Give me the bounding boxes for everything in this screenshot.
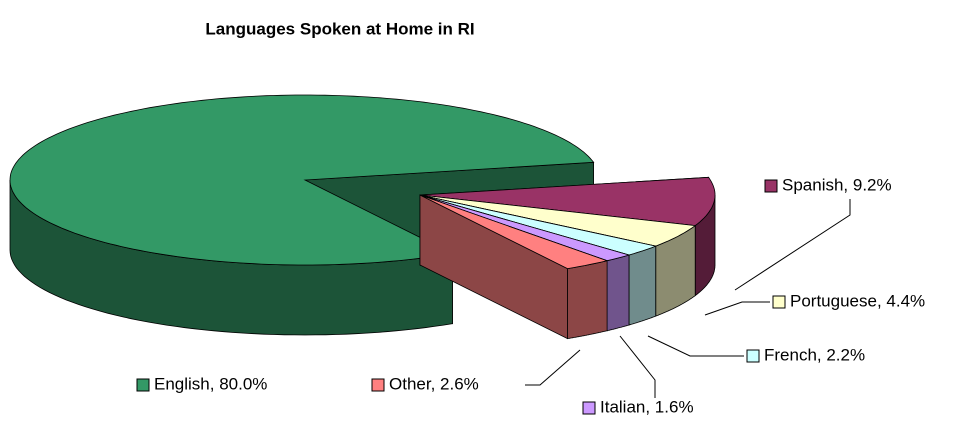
leader-line: [734, 199, 851, 291]
chart-title: Languages Spoken at Home in RI: [205, 19, 474, 38]
data-label: Spanish, 9.2%: [782, 175, 892, 194]
legend-swatch: [764, 179, 778, 193]
data-label: English, 80.0%: [154, 374, 267, 393]
legend-swatch: [371, 378, 385, 392]
slice: [419, 194, 658, 256]
legend-swatch: [772, 295, 786, 309]
legend-swatch: [582, 401, 596, 415]
leader-line: [647, 335, 744, 357]
leader-line: [619, 335, 656, 398]
legend-swatch: [746, 349, 760, 363]
slice: [419, 194, 609, 270]
slice: [9, 94, 595, 266]
slice: [419, 176, 716, 227]
slice-side: [628, 245, 657, 326]
data-label: Portuguese, 4.4%: [790, 291, 925, 310]
slice-side: [567, 260, 608, 340]
leader-line: [525, 349, 581, 386]
leader-line: [704, 301, 770, 316]
data-label: French, 2.2%: [764, 345, 865, 364]
slice: [419, 194, 697, 247]
slice-side: [606, 254, 630, 332]
slice: [419, 194, 631, 262]
legend-swatch: [136, 378, 150, 392]
data-label: Italian, 1.6%: [600, 397, 694, 416]
data-label: Other, 2.6%: [389, 374, 479, 393]
